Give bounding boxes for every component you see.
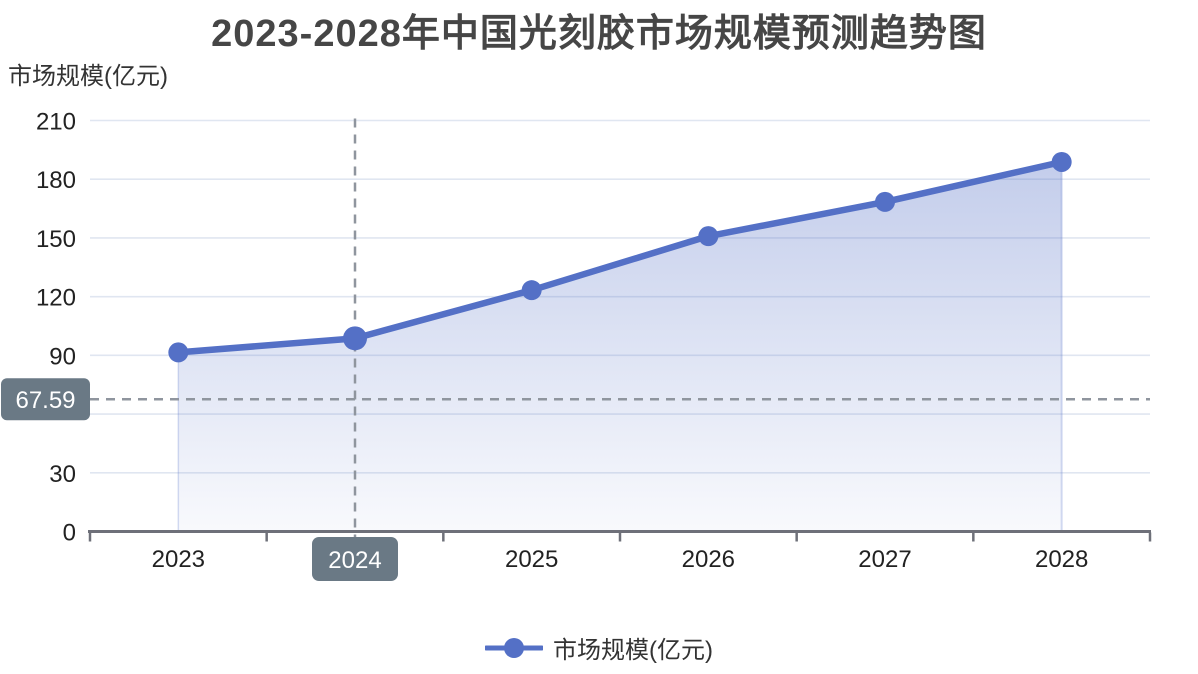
y-tick-label: 30 (49, 461, 76, 488)
data-point-2025[interactable] (521, 280, 542, 301)
chart-title: 2023-2028年中国光刻胶市场规模预测趋势图 (211, 13, 987, 55)
data-point-2026[interactable] (698, 226, 719, 247)
x-tick-label: 2025 (505, 546, 558, 573)
y-axis-pointer-label: 67.59 (15, 387, 75, 414)
x-axis-pointer-label: 2024 (328, 547, 381, 574)
y-tick-label: 180 (36, 167, 76, 194)
y-axis-pointer-label-box (1, 378, 90, 421)
y-tick-label: 0 (63, 520, 76, 547)
legend-line-marker-icon (485, 637, 543, 658)
data-point-2024[interactable] (343, 326, 367, 351)
y-tick-label: 150 (36, 226, 76, 253)
data-point-2023[interactable] (168, 342, 189, 363)
legend-label: 市场规模(亿元) (553, 637, 713, 664)
x-axis-pointer-label-box (312, 537, 398, 581)
series-line (175, 158, 1065, 356)
x-tick-label: 2028 (1035, 546, 1088, 573)
data-point-2027[interactable] (875, 191, 895, 212)
y-tick-label: 120 (36, 285, 76, 312)
legend-marker-dot (504, 637, 524, 658)
legend-item[interactable]: 市场规模(亿元) (0, 630, 1198, 665)
y-axis-name: 市场规模(亿元) (8, 63, 168, 90)
data-point-2028[interactable] (1051, 151, 1072, 172)
x-tick-label: 2023 (152, 546, 205, 573)
y-tick-label: 90 (49, 343, 76, 370)
series-area (178, 161, 1062, 532)
x-tick-label: 2027 (858, 546, 911, 573)
x-tick-label: 2026 (682, 546, 735, 573)
y-tick-label: 210 (36, 109, 76, 136)
